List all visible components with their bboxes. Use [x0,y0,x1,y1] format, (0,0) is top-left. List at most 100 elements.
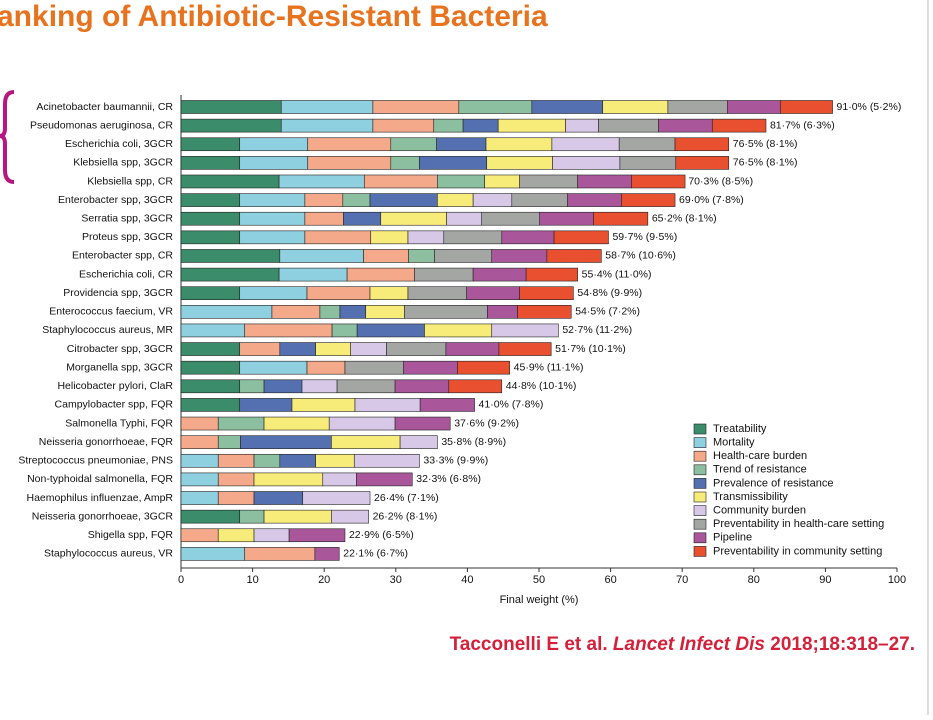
bar-segment [552,156,621,170]
category-label: Pseudomonas aeruginosa, CR [30,119,173,131]
bar-segment [280,118,374,133]
bar-segment [602,100,669,114]
bar-segment [239,230,306,245]
bar-segment [278,174,365,189]
bar-segment [424,323,493,338]
bar-segment [180,230,241,245]
total-label: 65·2% (8·1%) [652,213,717,225]
bar-segment [437,174,485,189]
bar-segment [511,193,568,207]
bar-segment [180,137,241,152]
bar-segment [217,435,241,449]
total-label: 22·1% (6·7%) [343,548,408,560]
slide-title: anking of Antibiotic-Resistant Bacteria [0,0,548,33]
bar-segment [239,286,308,301]
bar-segment [180,323,246,338]
bar-segment [180,360,241,375]
category-label: Neisseria gonorrhoeae, FQR [39,436,174,448]
bar-segment [278,267,348,282]
bar-segment [658,118,713,133]
total-label: 52·7% (11·2%) [562,324,632,336]
bar-segment [498,342,552,356]
bar-segment [217,416,265,431]
x-tick-label: 80 [748,574,760,586]
legend-swatch [693,450,707,462]
total-label: 22·9% (6·5%) [349,529,414,541]
bar-segment [180,118,282,133]
bar-segment [339,305,367,319]
bar-segment [180,379,241,394]
bar-segment [546,249,602,263]
legend-label: Community burden [713,505,806,517]
bar-segment [331,435,401,449]
category-label: Neisseria gonorrhoeae, 3GCR [32,510,174,522]
total-label: 70·3% (8·5%) [688,175,753,187]
legend-swatch [693,464,707,476]
bar-segment [370,230,409,245]
bar-segment [407,230,445,245]
category-label: Staphylococcus aureus, VR [44,548,173,560]
bar-segment [380,211,447,226]
bar-segment [372,118,435,133]
x-tick-label: 30 [390,574,402,586]
bar-segment [180,528,219,543]
bar-segment [519,286,574,301]
category-label: Enterococcus faecium, VR [49,306,173,318]
bar-segment [407,286,467,301]
bar-segment [419,156,488,170]
category-label: Serratia spp, 3GCR [81,213,173,225]
total-label: 26·2% (8·1%) [373,510,438,522]
bar-segment [350,342,387,356]
bar-segment [263,509,332,524]
category-label: Proteus spp, 3GCR [82,231,173,243]
legend-label: Prevalence of resistance [713,477,833,489]
bar-segment [457,360,510,375]
bar-segment [437,193,474,207]
total-label: 91·0% (5·2%) [837,101,902,113]
category-label: Haemophilus influenzae, AmpR [27,492,174,504]
bar-segment [443,230,503,245]
legend-label: Health-care burden [713,450,807,462]
bar-segment [433,118,464,133]
bar-segment [180,435,219,449]
bar-segment [458,100,533,114]
bar-segment [315,453,355,468]
bar-segment [279,249,364,263]
bar-segment [539,211,594,226]
bracket [0,90,15,184]
bar-segment [331,323,358,338]
bar-segment [239,398,293,412]
bar-segment [727,100,781,114]
bar-segment [244,323,333,338]
bar-segment [353,453,420,468]
total-label: 59·7% (9·5%) [612,231,677,243]
bar-segment [315,342,351,356]
legend-swatch [693,546,707,557]
legend-swatch [693,437,707,448]
citation-authors: Tacconelli E et al. [450,634,608,655]
bar-segment [403,360,458,375]
total-label: 54·8% (9·9%) [577,287,642,299]
x-axis-title: Final weight (%) [500,594,579,606]
bar-segment [390,156,420,170]
total-label: 81·7% (6·3%) [770,119,835,131]
bar-segment [551,137,620,152]
total-label: 55·4% (11·0%) [582,268,652,280]
bar-segment [263,379,303,394]
bar-segment [369,193,438,207]
bar-segment [517,305,572,319]
bar-segment [711,118,767,133]
bar-segment [497,118,566,133]
bar-segment [462,118,499,133]
category-label: Morganella spp, 3GCR [66,361,173,373]
bar-segment [180,211,241,226]
legend-swatch [693,491,707,503]
bar-segment [436,137,487,152]
bar-segment [239,211,306,226]
bar-segment [291,398,356,412]
bar-segment [372,100,460,114]
category-label: Enterobacter spp, CR [72,250,173,262]
legend-label: Transmissibility [713,491,788,503]
bar-segment [180,398,241,412]
